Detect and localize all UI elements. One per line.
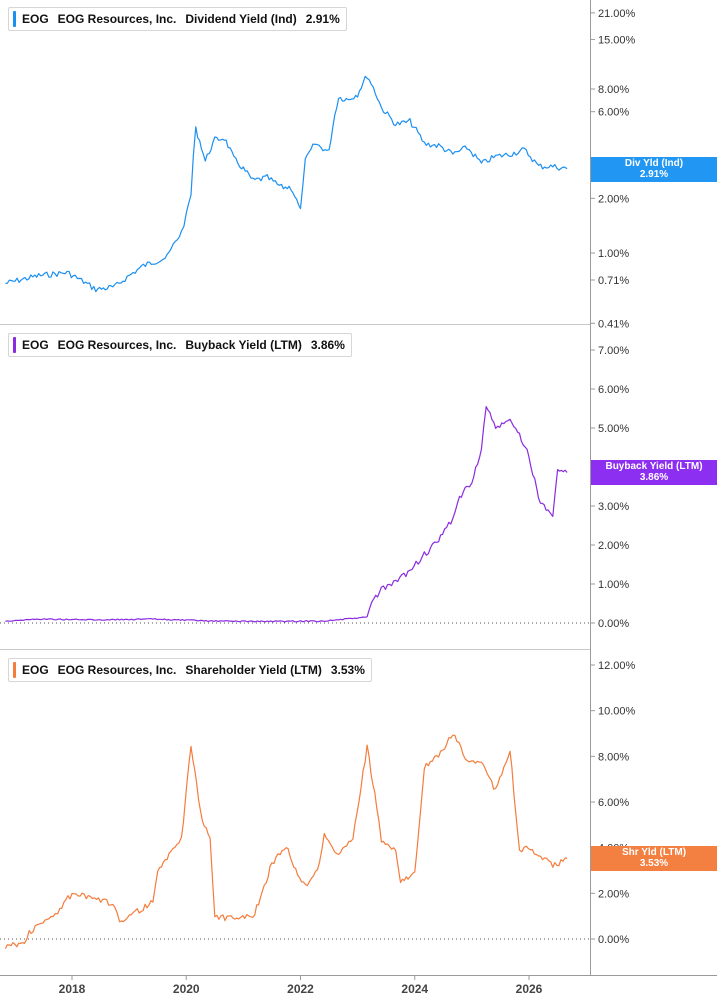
y-tick-label: 8.00%	[598, 84, 629, 96]
legend-ticker: EOG	[22, 663, 49, 677]
tag-value: 3.53%	[639, 858, 669, 869]
tag-value: 3.86%	[639, 472, 669, 483]
series-line	[4, 734, 568, 949]
y-tick-label: 15.00%	[598, 34, 636, 46]
y-tick-label: 7.00%	[598, 345, 629, 357]
legend-value: 3.86%	[310, 338, 345, 352]
x-tick-label: 2026	[516, 982, 543, 996]
y-tick-label: 2.00%	[598, 193, 629, 205]
y-tick-label: 0.71%	[598, 275, 629, 287]
series-line	[5, 406, 568, 623]
legend-metric: Shareholder Yield (LTM)	[185, 663, 322, 677]
last-value-tag-buyback: Buyback Yield (LTM) 3.86%	[591, 460, 717, 485]
legend-ticker: EOG	[22, 12, 49, 26]
legend-buyback-yield: EOG EOG Resources, Inc. Buyback Yield (L…	[8, 333, 352, 357]
tag-label: Shr Yld (LTM)	[621, 847, 687, 858]
tag-label: Buyback Yield (LTM)	[605, 461, 703, 472]
y-tick-label: 0.41%	[598, 318, 629, 330]
y-tick-label: 12.00%	[598, 660, 636, 672]
legend-company: EOG Resources, Inc.	[57, 12, 177, 26]
series-color-marker	[13, 337, 16, 353]
legend-metric: Dividend Yield (Ind)	[185, 12, 297, 26]
legend-value: 2.91%	[305, 12, 340, 26]
legend-dividend-yield: EOG EOG Resources, Inc. Dividend Yield (…	[8, 7, 347, 31]
last-value-tag-shareholder: Shr Yld (LTM) 3.53%	[591, 846, 717, 871]
last-value-tag-dividend: Div Yld (Ind) 2.91%	[591, 157, 717, 182]
y-tick-label: 3.00%	[598, 501, 629, 513]
y-tick-label: 10.00%	[598, 706, 636, 718]
tag-label: Div Yld (Ind)	[624, 158, 684, 169]
y-tick-label: 6.00%	[598, 797, 629, 809]
y-tick-label: 21.00%	[598, 8, 636, 20]
x-tick-label: 2022	[287, 982, 314, 996]
legend-ticker: EOG	[22, 338, 49, 352]
series-color-marker	[13, 11, 16, 27]
y-tick-label: 5.00%	[598, 423, 629, 435]
legend-metric: Buyback Yield (LTM)	[185, 338, 302, 352]
x-tick-label: 2024	[401, 982, 428, 996]
x-tick-label: 2018	[59, 982, 86, 996]
y-tick-label: 1.00%	[598, 579, 629, 591]
y-tick-label: 8.00%	[598, 751, 629, 763]
series-line	[5, 75, 568, 293]
y-tick-label: 6.00%	[598, 107, 629, 119]
y-tick-label: 2.00%	[598, 888, 629, 900]
y-tick-label: 6.00%	[598, 384, 629, 396]
y-tick-label: 2.00%	[598, 540, 629, 552]
x-tick-label: 2020	[173, 982, 200, 996]
legend-company: EOG Resources, Inc.	[57, 663, 177, 677]
tag-value: 2.91%	[639, 169, 669, 180]
legend-company: EOG Resources, Inc.	[57, 338, 177, 352]
y-tick-label: 1.00%	[598, 248, 629, 260]
y-tick-label: 0.00%	[598, 618, 629, 630]
series-color-marker	[13, 662, 16, 678]
y-tick-label: 0.00%	[598, 934, 629, 946]
legend-value: 3.53%	[330, 663, 365, 677]
legend-shareholder-yield: EOG EOG Resources, Inc. Shareholder Yiel…	[8, 658, 372, 682]
